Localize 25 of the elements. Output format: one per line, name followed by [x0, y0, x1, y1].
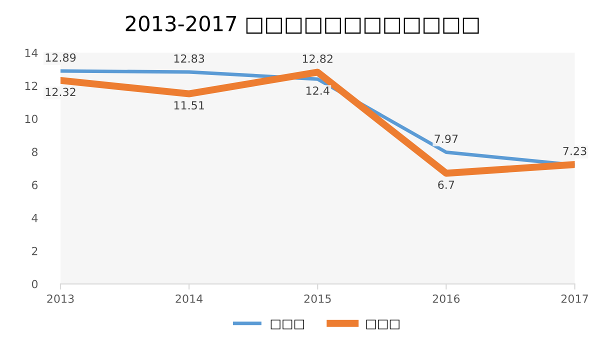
y-tick-label: 10 — [25, 114, 38, 124]
y-tick-label: 4 — [32, 214, 38, 222]
y-tick-label: 12 — [25, 82, 38, 90]
data-label: 12.4 — [306, 86, 330, 95]
y-tick-label: 14 — [25, 48, 38, 57]
data-label: 6.7 — [438, 180, 454, 189]
y-tick-label: 0 — [32, 280, 38, 288]
data-label: 7.97 — [434, 134, 458, 144]
x-tick-label: 2013 — [47, 294, 74, 303]
data-label: 7.23 — [563, 146, 586, 156]
legend-label: □□□ — [270, 320, 304, 330]
data-label: 12.82 — [302, 54, 332, 63]
data-label: 12.83 — [174, 54, 204, 63]
data-label: 12.32 — [46, 88, 76, 96]
x-tick-label: 2016 — [432, 294, 460, 303]
x-tick-label: 2015 — [304, 294, 331, 303]
x-tick-label: 2017 — [561, 294, 588, 303]
x-tick-label: 2014 — [176, 294, 203, 303]
y-tick-label: 8 — [32, 148, 38, 156]
data-label: 11.51 — [174, 101, 204, 110]
chart-title: 2013-2017 □□□□□□□□□□□□ — [126, 16, 479, 34]
y-tick-label: 6 — [32, 180, 38, 190]
y-tick-label: 2 — [32, 246, 38, 256]
data-label: 12.89 — [46, 53, 76, 62]
legend-label: □□□ — [366, 320, 400, 330]
